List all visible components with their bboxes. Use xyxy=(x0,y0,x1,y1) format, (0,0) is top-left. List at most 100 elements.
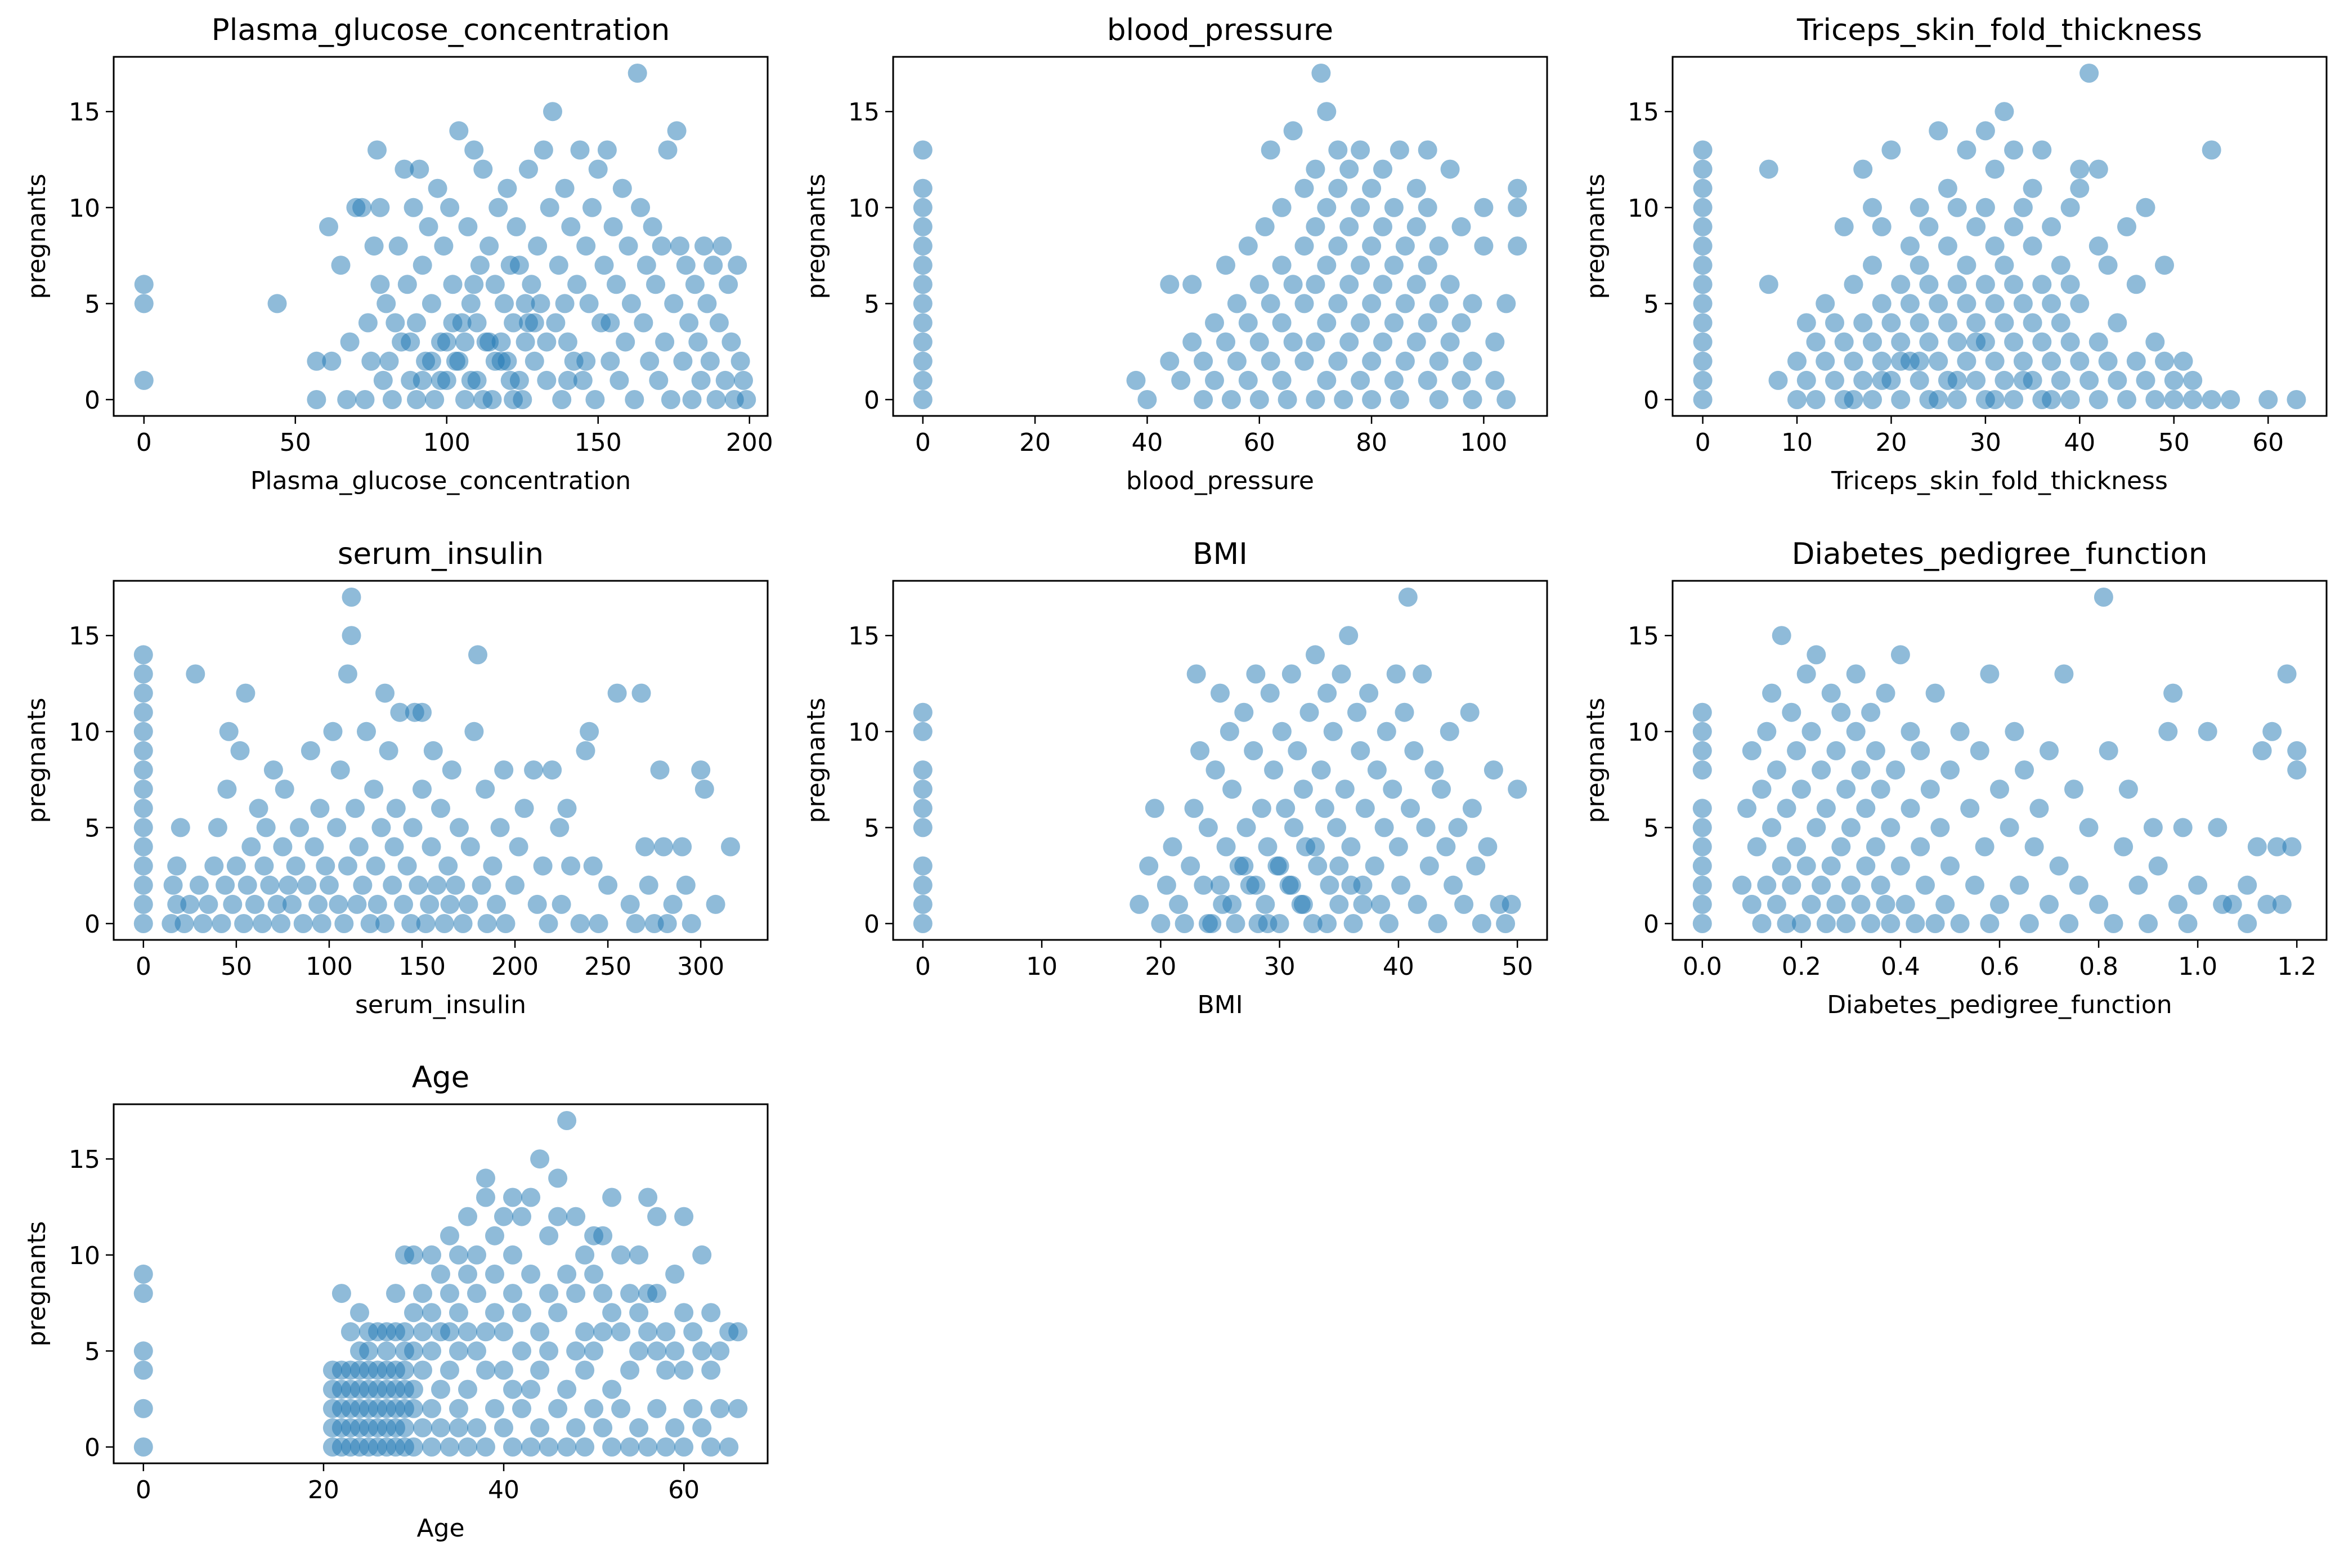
y-tick-label: 5 xyxy=(864,290,880,319)
data-point xyxy=(2143,818,2163,837)
data-point xyxy=(1472,914,1491,933)
data-point xyxy=(1966,332,1986,352)
data-point xyxy=(584,1341,604,1361)
x-tick-label: 10 xyxy=(1781,428,1813,457)
data-point xyxy=(566,1207,586,1226)
data-point xyxy=(2032,332,2052,352)
data-point xyxy=(379,351,399,371)
data-point xyxy=(710,1341,730,1361)
data-point xyxy=(357,722,376,741)
data-point xyxy=(319,875,339,895)
data-point xyxy=(1205,313,1224,333)
data-point xyxy=(625,390,644,409)
data-point xyxy=(133,1284,153,1303)
data-point xyxy=(539,1226,559,1246)
data-point xyxy=(133,741,153,760)
x-tick-label: 40 xyxy=(488,1476,519,1504)
data-point xyxy=(1806,332,1826,352)
data-point xyxy=(1692,722,1712,741)
data-point xyxy=(1238,313,1258,333)
data-point xyxy=(509,370,529,390)
data-point xyxy=(579,294,599,313)
data-point xyxy=(360,914,380,933)
data-point xyxy=(1872,294,1892,313)
data-point xyxy=(2015,760,2034,780)
data-point xyxy=(1329,894,1349,914)
data-point xyxy=(1929,294,1948,313)
y-tick-label: 15 xyxy=(1628,98,1659,127)
data-point xyxy=(1429,236,1449,256)
data-point xyxy=(1947,332,1967,352)
data-point xyxy=(379,741,398,760)
data-point xyxy=(1957,351,1977,371)
data-point xyxy=(346,799,365,818)
data-point xyxy=(1373,275,1392,294)
data-point xyxy=(310,799,330,818)
x-tick-label: 40 xyxy=(1131,428,1163,457)
data-point xyxy=(676,256,696,275)
data-point xyxy=(509,837,528,857)
data-point xyxy=(1890,856,1910,876)
data-point xyxy=(1496,914,1516,933)
data-point xyxy=(449,1341,468,1361)
data-point xyxy=(364,236,384,256)
data-point xyxy=(1463,351,1482,371)
data-point xyxy=(1876,683,1895,703)
data-point xyxy=(1408,894,1427,914)
data-point xyxy=(602,1379,622,1399)
data-point xyxy=(730,351,750,371)
data-point xyxy=(1692,760,1712,780)
data-point xyxy=(2108,313,2127,333)
data-point xyxy=(1436,837,1456,857)
data-point xyxy=(234,914,254,933)
data-point xyxy=(1418,256,1437,275)
data-point xyxy=(2070,294,2090,313)
data-point xyxy=(2221,390,2240,409)
data-point xyxy=(485,1264,504,1284)
data-point xyxy=(1216,332,1235,352)
data-point xyxy=(2117,390,2136,409)
data-point xyxy=(2118,779,2138,799)
data-point xyxy=(2051,256,2070,275)
data-point xyxy=(1960,799,1980,818)
data-point xyxy=(603,217,623,236)
data-point xyxy=(467,1245,486,1265)
data-point xyxy=(519,313,538,333)
data-point xyxy=(375,683,395,703)
data-point xyxy=(422,1303,441,1323)
data-point xyxy=(449,1418,468,1437)
data-point xyxy=(275,779,294,799)
scatter-points xyxy=(1693,64,2306,409)
data-point xyxy=(584,1264,604,1284)
data-point xyxy=(1404,741,1424,760)
data-point xyxy=(676,875,696,895)
data-point xyxy=(1332,664,1351,684)
data-point xyxy=(460,837,480,857)
data-point xyxy=(1327,818,1346,837)
data-point xyxy=(350,1303,369,1323)
data-point xyxy=(1767,894,1786,914)
y-tick-label: 15 xyxy=(69,622,100,651)
data-point xyxy=(2287,741,2307,760)
data-point xyxy=(413,1284,432,1303)
data-point xyxy=(1398,588,1418,607)
data-point xyxy=(1205,370,1224,390)
data-point xyxy=(2262,722,2282,741)
data-point xyxy=(1454,894,1474,914)
data-point xyxy=(533,856,553,876)
data-point xyxy=(561,217,581,236)
data-point xyxy=(913,779,933,799)
data-point xyxy=(1508,236,1527,256)
data-point xyxy=(1737,799,1756,818)
data-point xyxy=(423,741,443,760)
data-point xyxy=(598,875,618,895)
data-point xyxy=(682,914,701,933)
data-point xyxy=(483,856,503,876)
y-tick-label: 5 xyxy=(1643,290,1659,319)
data-point xyxy=(488,198,508,217)
data-point xyxy=(485,275,505,294)
data-point xyxy=(330,760,350,780)
data-point xyxy=(2128,875,2148,895)
data-point xyxy=(706,894,725,914)
data-point xyxy=(1834,217,1854,236)
